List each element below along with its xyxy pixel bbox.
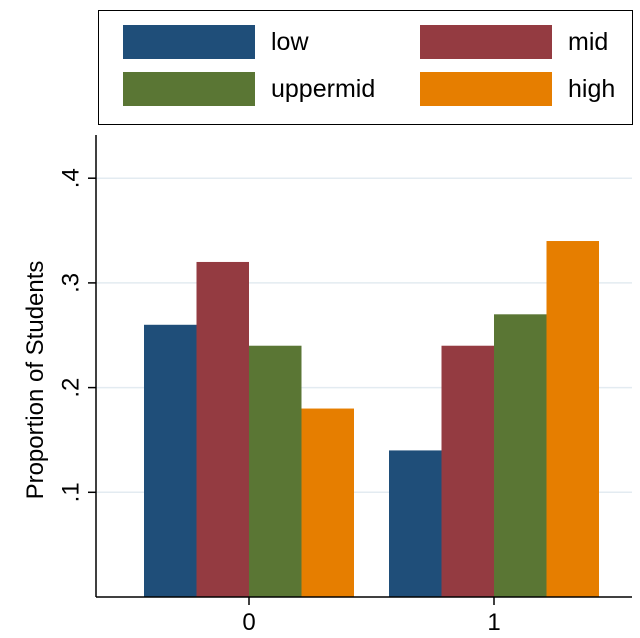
- legend-item-uppermid: uppermid: [123, 72, 375, 106]
- legend-label-high: high: [568, 74, 616, 103]
- y-tick-label: .4: [57, 168, 84, 188]
- bar-high-1: [546, 241, 599, 597]
- legend-swatch-low: [123, 25, 255, 59]
- legend-swatch-high: [420, 72, 552, 106]
- legend-item-high: high: [420, 72, 615, 106]
- bar-mid-1: [441, 345, 494, 597]
- y-axis-label: Proportion of Students: [22, 260, 49, 500]
- bar-uppermid-0: [249, 345, 302, 597]
- y-tick-label: .2: [57, 378, 84, 398]
- legend-label-low: low: [271, 27, 309, 56]
- legend-swatch-mid: [420, 25, 552, 59]
- legend-label-uppermid: uppermid: [271, 74, 376, 103]
- bar-high-0: [301, 408, 354, 597]
- axes: [88, 135, 632, 605]
- x-tick-label: 0: [242, 609, 255, 636]
- bar-uppermid-1: [494, 314, 547, 597]
- legend-item-low: low: [123, 25, 309, 59]
- tick-labels: .1 .2 .3 .4 0 1: [57, 168, 500, 636]
- bar-low-0: [144, 324, 197, 597]
- legend-swatch-uppermid: [123, 72, 255, 106]
- legend-item-mid: mid: [420, 25, 608, 59]
- y-tick-label: .3: [57, 273, 84, 293]
- bars: [144, 241, 599, 597]
- x-tick-label: 1: [487, 609, 500, 636]
- bar-low-1: [389, 450, 442, 597]
- y-tick-label: .1: [57, 482, 84, 502]
- bar-mid-0: [196, 261, 249, 597]
- legend-label-mid: mid: [568, 27, 609, 56]
- legend: low mid uppermid high: [98, 10, 633, 125]
